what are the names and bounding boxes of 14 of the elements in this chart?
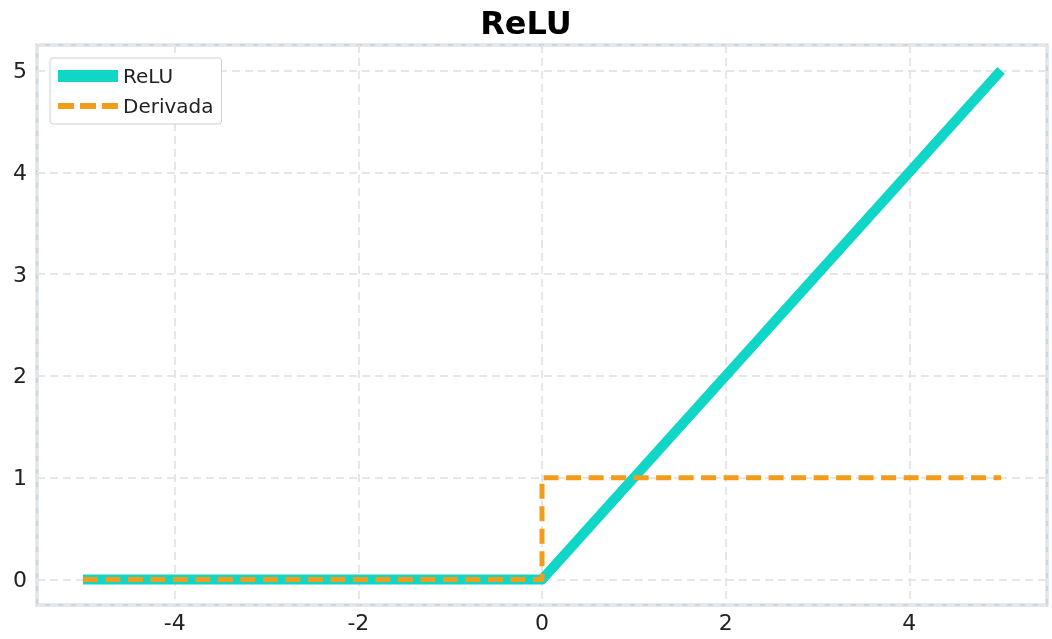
legend-label: ReLU	[123, 64, 174, 88]
x-tick-label: 4	[902, 609, 917, 635]
x-tick-label: 2	[718, 609, 733, 635]
x-tick-label: -4	[163, 609, 186, 635]
y-tick-label: 2	[13, 363, 27, 389]
x-tick-label: -2	[347, 609, 370, 635]
y-tick-label: 4	[13, 159, 27, 185]
chart-title: ReLU	[480, 4, 572, 42]
legend-label: Derivada	[123, 94, 214, 118]
y-tick-label: 1	[13, 465, 27, 491]
y-tick-label: 0	[13, 567, 27, 593]
y-tick-label: 5	[13, 57, 27, 83]
y-tick-label: 3	[13, 261, 27, 287]
x-tick-label: 0	[535, 609, 549, 635]
